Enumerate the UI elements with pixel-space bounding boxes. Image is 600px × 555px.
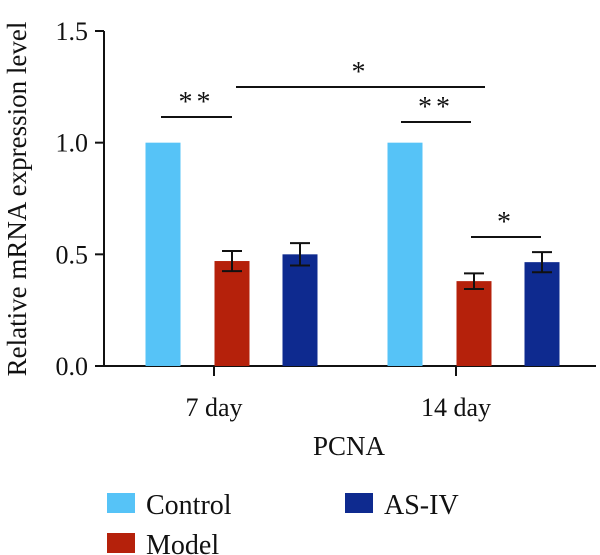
x-tick-label: 7 day	[185, 393, 242, 422]
y-tick-label: 0.5	[56, 240, 89, 269]
error-bar	[532, 251, 552, 274]
bar-model-2	[456, 281, 492, 366]
legend-item-control: Control	[107, 490, 232, 521]
legend-label: Model	[146, 530, 219, 555]
x-ticks: 7 day 14 day	[185, 366, 491, 422]
x-tick-label: 14 day	[421, 393, 491, 422]
legend: Control Model AS-IV	[107, 490, 459, 555]
error-bar	[290, 242, 310, 267]
bar-as-iv-2	[524, 262, 560, 366]
y-tick-label: 1.5	[56, 17, 89, 46]
significance-label: *	[352, 57, 370, 88]
y-tick-label: 1.0	[56, 129, 89, 158]
error-bar	[222, 249, 242, 273]
bar-model-1	[214, 261, 250, 366]
legend-swatch	[345, 493, 373, 513]
y-ticks: 0.0 0.5 1.0 1.5	[56, 17, 104, 381]
significance-label: *	[497, 207, 515, 238]
bar-control-1	[145, 142, 181, 366]
legend-swatch	[107, 533, 135, 553]
significance-label: **	[418, 92, 454, 123]
error-bars	[222, 242, 552, 290]
legend-item-as-iv: AS-IV	[345, 490, 459, 521]
bar-control-2	[387, 142, 423, 366]
legend-swatch	[107, 493, 135, 513]
bar-as-iv-1	[282, 254, 318, 366]
legend-item-model: Model	[107, 530, 219, 555]
legend-label: AS-IV	[384, 490, 459, 521]
legend-label: Control	[146, 490, 232, 521]
bars	[145, 142, 560, 366]
error-bar	[464, 272, 484, 290]
y-tick-label: 0.0	[56, 352, 89, 381]
significance-annotations: ******	[161, 57, 541, 238]
significance-label: **	[179, 87, 215, 118]
x-axis-title: PCNA	[313, 431, 386, 461]
y-axis-title: Relative mRNA expression level	[2, 22, 32, 377]
